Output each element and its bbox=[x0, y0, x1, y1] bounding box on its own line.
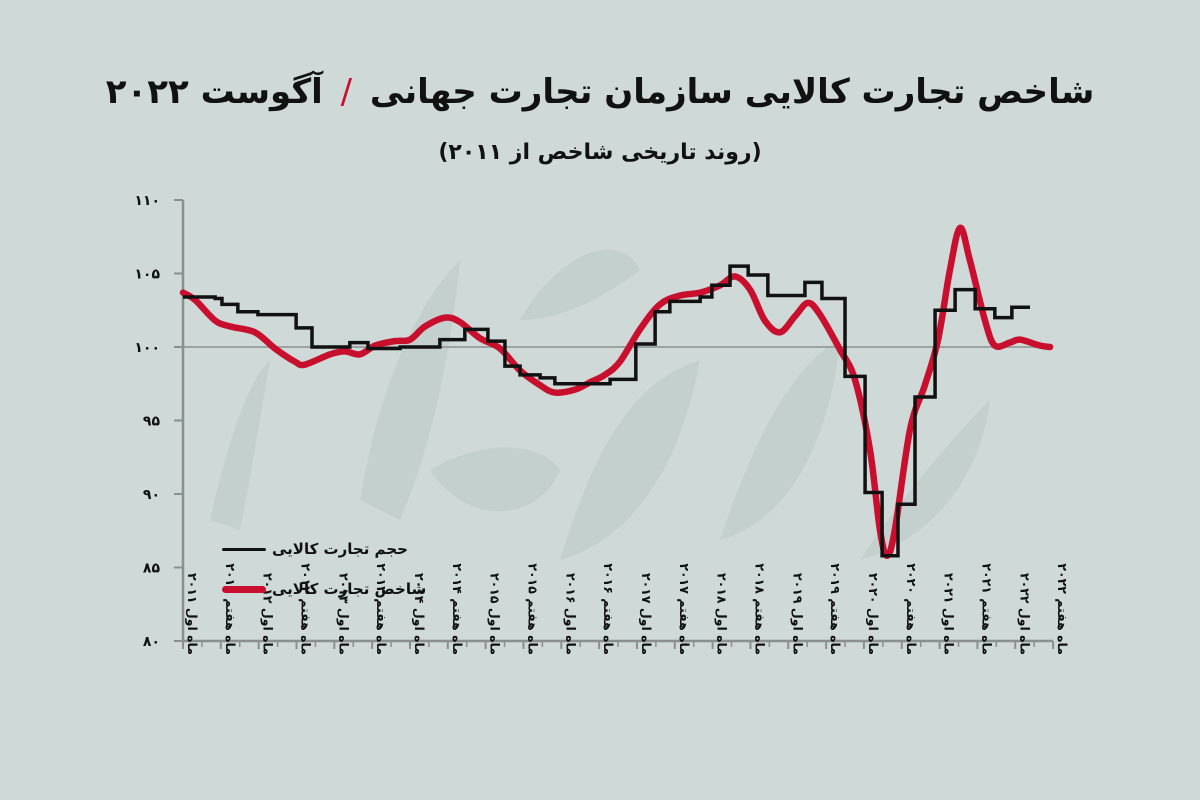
x-tick-label: ماه هفتم ۲۰۱۳ bbox=[374, 563, 389, 655]
x-tick-label: ماه اول ۲۰۱۲ bbox=[261, 573, 276, 655]
x-tick-label: ماه اول ۲۰۱۶ bbox=[563, 573, 578, 655]
x-tick-label: ماه اول ۲۰۱۱ bbox=[185, 573, 200, 655]
y-tick-label: ۱۱۰ bbox=[134, 193, 160, 209]
x-tick-label: ماه هفتم ۲۰۱۱ bbox=[223, 563, 238, 655]
legend-item-volume: حجم تجارت کالایی bbox=[222, 540, 408, 558]
y-tick-label: ۸۰ bbox=[143, 634, 160, 650]
x-tick-label: ماه هفتم ۲۰۱۷ bbox=[677, 563, 692, 655]
x-tick-label: ماه اول ۲۰۱۵ bbox=[488, 573, 503, 655]
series-lines bbox=[179, 224, 1054, 559]
x-tick-label: ماه اول ۲۰۱۷ bbox=[639, 573, 654, 655]
chart-title-main: شاخص تجارت کالایی سازمان تجارت جهانی bbox=[369, 72, 1095, 112]
x-tick-label: ماه هفتم ۲۰۱۵ bbox=[525, 563, 540, 655]
legend-swatch-index bbox=[222, 585, 266, 593]
x-tick-label: ماه اول ۲۰۱۹ bbox=[790, 573, 805, 655]
y-axis: ۱۱۰ ۱۰۵ ۱۰۰ ۹۵ ۹۰ ۸۵ ۸۰ bbox=[134, 193, 185, 650]
y-tick-label: ۸۵ bbox=[143, 561, 161, 577]
legend-swatch-volume bbox=[222, 547, 266, 551]
x-tick-label: ماه هفتم ۲۰۲۱ bbox=[979, 563, 994, 655]
y-tick-label: ۱۰۵ bbox=[134, 267, 160, 283]
title-separator: / bbox=[340, 72, 353, 112]
x-tick-label: ماه هفتم ۲۰۲۰ bbox=[904, 563, 919, 655]
series-volume-line bbox=[183, 264, 1031, 558]
x-tick-label: ماه اول ۲۰۲۲ bbox=[1017, 573, 1032, 655]
chart-subtitle: (روند تاریخی شاخص از ۲۰۱۱) bbox=[438, 140, 762, 165]
x-tick-label: ماه اول ۲۰۱۴ bbox=[412, 573, 427, 655]
x-tick-label: ماه هفتم ۲۰۱۴ bbox=[450, 563, 465, 655]
series-index-line bbox=[179, 224, 1054, 559]
x-axis: ماه اول ۲۰۱۱ ماه هفتم ۲۰۱۱ ماه اول ۲۰۱۲ ماه… bbox=[182, 563, 1070, 655]
chart-title-date: آگوست ۲۰۲۲ bbox=[105, 72, 324, 112]
x-tick-label: ماه اول ۲۰۲۰ bbox=[866, 573, 881, 655]
legend-label-volume: حجم تجارت کالایی bbox=[272, 540, 408, 558]
x-tick-label: ماه اول ۲۰۱۸ bbox=[715, 573, 730, 655]
y-tick-label: ۹۰ bbox=[143, 487, 160, 503]
x-tick-label: ماه هفتم ۲۰۱۶ bbox=[601, 563, 616, 655]
watermark-logo bbox=[210, 249, 990, 560]
x-tick-label: ماه هفتم ۲۰۱۸ bbox=[752, 563, 767, 655]
x-tick-label: ماه اول ۲۰۱۳ bbox=[336, 573, 351, 655]
x-tick-label: ماه هفتم ۲۰۲۲ bbox=[1055, 563, 1070, 655]
chart-title: شاخص تجارت کالایی سازمان تجارت جهانی / آ… bbox=[0, 72, 1200, 112]
x-tick-label: ماه هفتم ۲۰۱۲ bbox=[298, 563, 313, 655]
y-tick-label: ۹۵ bbox=[143, 414, 161, 430]
legend-item-index: شاخص تجارت کالایی bbox=[222, 580, 426, 598]
legend-label-index: شاخص تجارت کالایی bbox=[272, 580, 427, 598]
x-tick-label: ماه هفتم ۲۰۱۹ bbox=[828, 563, 843, 655]
x-tick-label: ماه اول ۲۰۲۱ bbox=[942, 573, 957, 655]
y-tick-label: ۱۰۰ bbox=[134, 340, 160, 356]
